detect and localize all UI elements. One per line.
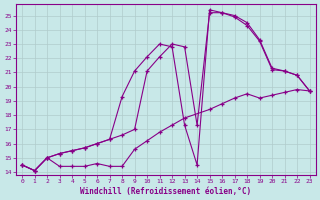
X-axis label: Windchill (Refroidissement éolien,°C): Windchill (Refroidissement éolien,°C): [80, 187, 252, 196]
